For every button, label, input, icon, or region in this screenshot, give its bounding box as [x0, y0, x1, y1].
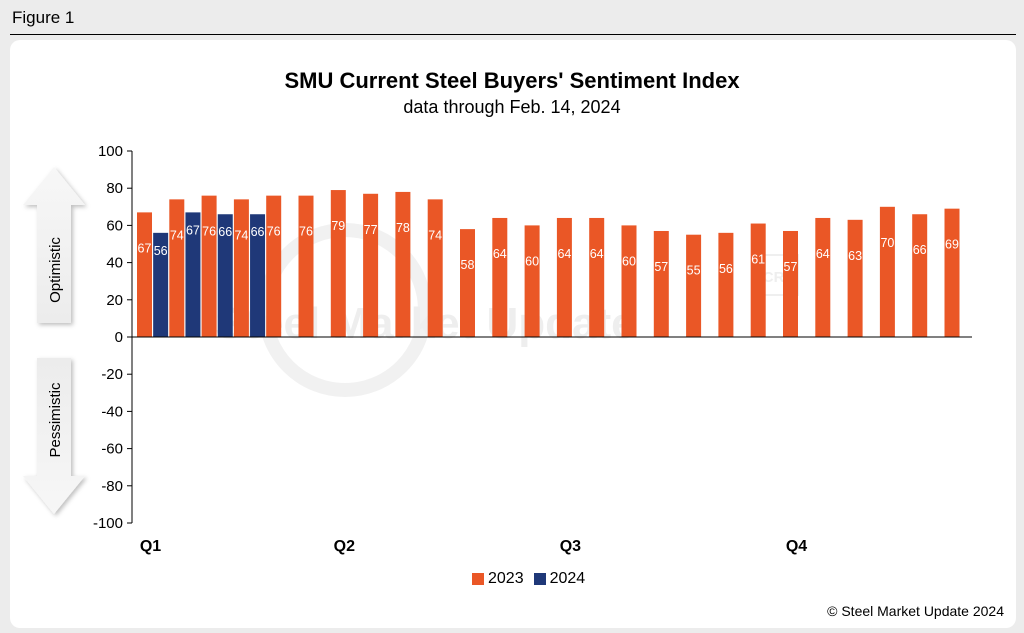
bar-label-2023: 55	[687, 264, 701, 278]
bar-2023	[589, 217, 605, 337]
pessimistic-label: Pessimistic	[47, 382, 64, 458]
y-tick-label: -60	[101, 441, 123, 458]
bar-2023	[363, 193, 379, 337]
bar-2023	[201, 195, 217, 337]
copyright-notice: © Steel Market Update 2024	[827, 603, 1004, 619]
bar-label-2023: 79	[331, 219, 345, 233]
bar-2023	[621, 225, 637, 337]
y-tick-label: -40	[101, 403, 123, 420]
bar-label-2023: 60	[622, 254, 636, 268]
figure-header: Figure 1	[0, 0, 1024, 34]
bar-label-2023: 64	[557, 247, 571, 261]
y-tick-label: 60	[106, 217, 123, 234]
bar-2023	[233, 199, 249, 337]
bar-2023	[137, 212, 152, 337]
y-tick-label: 80	[106, 180, 123, 197]
bar-2024	[250, 214, 266, 337]
bar-2023	[492, 217, 508, 337]
bar-2023	[298, 195, 314, 337]
bar-label-2023: 57	[654, 260, 668, 274]
bar-label-2023: 76	[202, 225, 216, 239]
bar-label-2024: 66	[251, 225, 265, 239]
bar-label-2023: 76	[267, 225, 281, 239]
figure-label: Figure 1	[12, 8, 75, 27]
up-arrow-icon	[23, 167, 85, 323]
chart-legend: 2023 2024	[472, 570, 585, 588]
bar-2023	[879, 206, 895, 337]
bar-label-2023: 64	[590, 247, 604, 261]
quarter-label-q4: Q4	[786, 538, 807, 555]
optimistic-label: Optimistic	[47, 237, 64, 303]
bar-label-2023: 76	[299, 225, 313, 239]
quarter-label-q1: Q1	[140, 538, 161, 555]
down-arrow-icon	[23, 358, 85, 514]
chart-title: SMU Current Steel Buyers' Sentiment Inde…	[284, 68, 740, 93]
legend-label-2023: 2023	[488, 570, 524, 587]
bar-label-2023: 69	[945, 238, 959, 252]
bar-label-2023: 64	[493, 247, 507, 261]
quarter-label-q3: Q3	[560, 538, 581, 555]
quarter-label-q2: Q2	[334, 538, 355, 555]
legend-label-2024: 2024	[549, 570, 586, 587]
legend-item-2024: 2024	[533, 570, 586, 588]
bar-2023	[783, 230, 798, 337]
bar-2023	[912, 214, 928, 337]
bar-label-2023: 64	[816, 247, 830, 261]
bar-2023	[718, 232, 734, 337]
bar-2023	[653, 230, 669, 337]
bar-label-2023: 74	[234, 228, 248, 242]
bar-label-2023: 58	[461, 258, 475, 272]
bar-2023	[460, 229, 475, 337]
bar-2023	[330, 190, 346, 337]
bar-label-2023: 67	[138, 241, 152, 255]
bar-2023	[169, 199, 185, 337]
bar-2023	[266, 195, 282, 337]
y-tick-label: 0	[115, 329, 123, 346]
bar-2024	[185, 212, 201, 337]
y-tick-label: 40	[106, 255, 123, 272]
bar-2024	[217, 214, 233, 337]
bar-2023	[427, 199, 443, 337]
bar-2023	[395, 191, 411, 337]
bar-label-2023: 78	[396, 221, 410, 235]
bar-label-2023: 70	[880, 236, 894, 250]
bar-2023	[815, 217, 831, 337]
bar-label-2023: 63	[848, 249, 862, 263]
legend-swatch-2023	[472, 573, 484, 585]
bar-label-2023: 56	[719, 262, 733, 276]
bar-2023	[686, 234, 702, 337]
bar-label-2023: 74	[428, 228, 442, 242]
bar-2023	[556, 217, 572, 337]
bar-2023	[944, 208, 960, 337]
legend-swatch-2024	[533, 573, 546, 585]
y-tick-label: 100	[98, 143, 123, 160]
bar-label-2024: 67	[186, 223, 200, 237]
bar-2023	[524, 225, 540, 337]
bar-label-2023: 77	[364, 223, 378, 237]
bar-label-2024: 66	[218, 225, 232, 239]
y-tick-label: -80	[101, 478, 123, 495]
legend-item-2023: 2023	[472, 570, 524, 588]
y-tick-label: -20	[101, 366, 123, 383]
chart-subtitle: data through Feb. 14, 2024	[403, 97, 621, 117]
bar-label-2023: 66	[913, 243, 927, 257]
bar-2023	[750, 223, 766, 337]
bar-label-2023: 61	[751, 253, 765, 267]
bar-label-2024: 56	[154, 244, 168, 258]
y-tick-label: 20	[106, 292, 123, 309]
bar-label-2023: 74	[170, 228, 184, 242]
figure-divider	[10, 34, 1016, 35]
y-tick-label: -100	[93, 515, 123, 532]
bar-label-2023: 60	[525, 254, 539, 268]
bar-label-2023: 57	[784, 260, 798, 274]
bar-2024	[153, 232, 169, 337]
bar-2023	[847, 219, 863, 337]
